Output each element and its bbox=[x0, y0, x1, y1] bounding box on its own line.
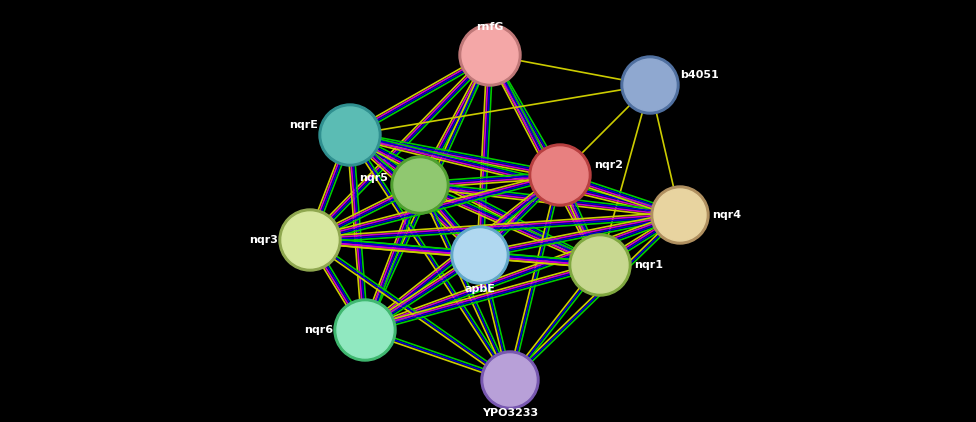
Circle shape bbox=[391, 156, 449, 214]
Circle shape bbox=[394, 159, 446, 211]
Text: nqr2: nqr2 bbox=[594, 160, 623, 170]
Circle shape bbox=[532, 147, 588, 203]
Circle shape bbox=[529, 144, 591, 206]
Text: apbE: apbE bbox=[465, 284, 496, 294]
Text: nqr5: nqr5 bbox=[359, 173, 388, 183]
Text: nqr3: nqr3 bbox=[249, 235, 278, 245]
Circle shape bbox=[282, 212, 338, 268]
Text: nqrE: nqrE bbox=[289, 120, 318, 130]
Circle shape bbox=[319, 104, 381, 166]
Text: nqr1: nqr1 bbox=[634, 260, 663, 270]
Circle shape bbox=[572, 237, 628, 293]
Circle shape bbox=[651, 186, 709, 244]
Circle shape bbox=[484, 354, 536, 406]
Circle shape bbox=[459, 24, 521, 86]
Circle shape bbox=[279, 209, 341, 271]
Circle shape bbox=[337, 302, 393, 358]
Text: rnfG: rnfG bbox=[476, 22, 504, 32]
Circle shape bbox=[334, 299, 396, 361]
Text: YPO3233: YPO3233 bbox=[482, 408, 538, 418]
Circle shape bbox=[569, 234, 631, 296]
Text: nqr6: nqr6 bbox=[304, 325, 333, 335]
Circle shape bbox=[621, 56, 679, 114]
Circle shape bbox=[481, 351, 539, 409]
Circle shape bbox=[654, 189, 706, 241]
Circle shape bbox=[451, 226, 509, 284]
Text: b4051: b4051 bbox=[680, 70, 718, 80]
Circle shape bbox=[462, 27, 518, 83]
Text: nqr4: nqr4 bbox=[712, 210, 741, 220]
Circle shape bbox=[624, 59, 676, 111]
Circle shape bbox=[322, 107, 378, 163]
Circle shape bbox=[454, 229, 506, 281]
